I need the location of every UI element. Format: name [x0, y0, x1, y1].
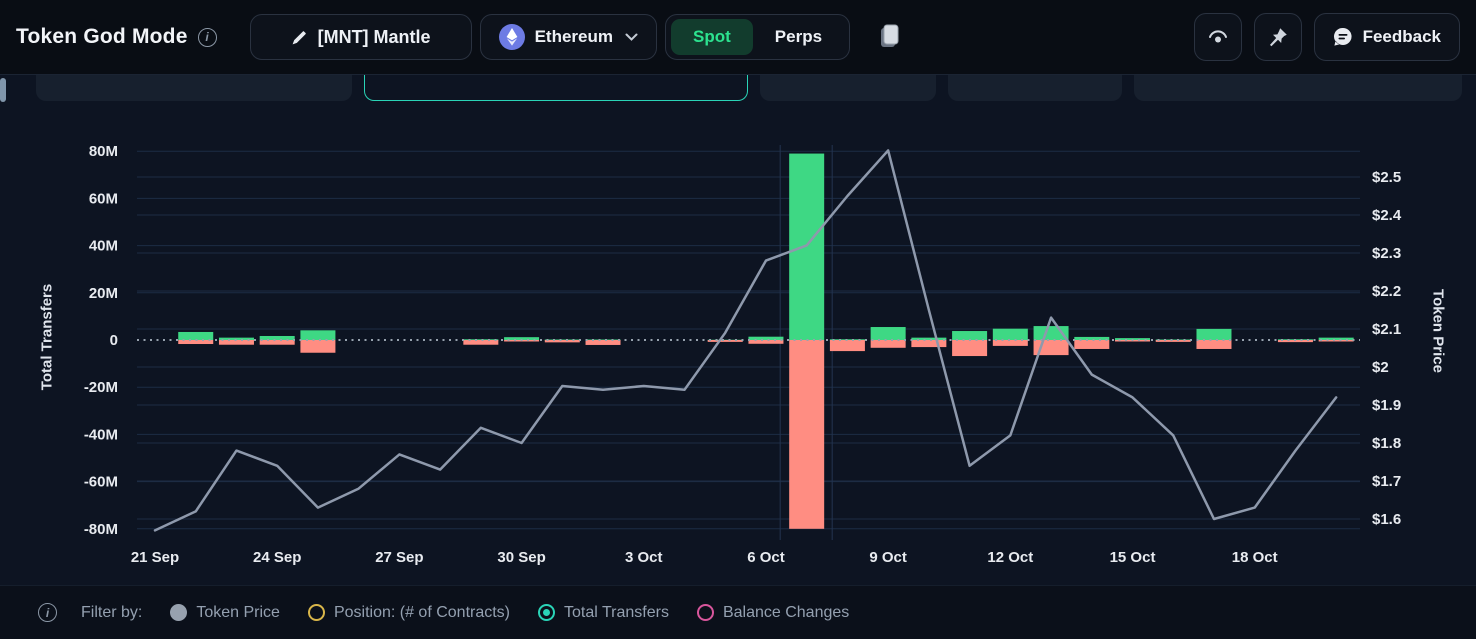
filter-option-token-price[interactable]: Token Price [170, 604, 280, 622]
filter-radio-3 [696, 604, 714, 621]
filter-by-label: Filter by: [81, 603, 143, 621]
market-mode-toggle: Spot Perps [665, 14, 851, 60]
ethereum-icon [498, 24, 525, 50]
filter-radio-1 [307, 604, 325, 621]
left-axis-ticks: 80M 60M 40M 20M 0 -20M -40M -60M -80M [84, 143, 118, 538]
filter-option-label: Total Transfers [564, 603, 669, 621]
svg-text:-40M: -40M [84, 426, 118, 443]
filter-option-total-transfers[interactable]: Total Transfers [538, 604, 669, 622]
filter-info-icon[interactable]: i [38, 603, 57, 622]
svg-text:$1.9: $1.9 [1372, 397, 1401, 414]
scrollbar-fragment[interactable] [0, 78, 6, 102]
tab-perps[interactable]: Perps [774, 27, 823, 46]
radio-selected-dot [543, 609, 551, 616]
left-axis-title: Total Transfers [38, 283, 56, 391]
bars-layer [178, 153, 1354, 529]
chart-panel: Total Transfers Token Price 80M 60M 40M 20M… [0, 75, 1476, 585]
svg-text:20M: 20M [89, 285, 118, 302]
svg-text:40M: 40M [89, 238, 118, 255]
filter-option-label: Token Price [196, 603, 280, 621]
svg-text:-60M: -60M [84, 474, 118, 491]
gridlines-layer [137, 150, 1360, 530]
header-actions: Feedback [1193, 13, 1460, 61]
x-axis-ticks: 21 Sep 24 Sep 27 Sep 30 Sep 3 Oct 6 Oct 9 Oct 1… [131, 549, 1278, 566]
top-header: Token God Mode i [MNT] Mantle Ethereum S… [0, 0, 1476, 75]
chart-tab-stub-active[interactable] [364, 75, 748, 101]
eye-icon [1207, 29, 1229, 45]
chart-tab-stub-3[interactable] [760, 75, 936, 101]
svg-text:0: 0 [110, 332, 118, 349]
tab-spot[interactable]: Spot [671, 19, 753, 55]
filter-bar: i Filter by: Token Price Position: (# of… [0, 585, 1476, 639]
token-select-label: [MNT] Mantle [317, 26, 431, 47]
svg-text:$2.5: $2.5 [1372, 169, 1401, 186]
svg-text:18 Oct: 18 Oct [1232, 549, 1278, 566]
filter-option-label: Position: (# of Contracts) [333, 603, 511, 621]
pushpin-icon [1268, 27, 1288, 47]
pencil-icon [291, 29, 308, 46]
svg-text:$1.8: $1.8 [1372, 435, 1401, 452]
svg-text:3 Oct: 3 Oct [625, 549, 663, 566]
svg-text:80M: 80M [89, 143, 118, 160]
svg-text:24 Sep: 24 Sep [253, 549, 301, 566]
copy-icon[interactable] [875, 20, 905, 54]
chain-select-dropdown[interactable]: Ethereum [479, 14, 657, 60]
filter-radio-2 [538, 604, 556, 621]
chart-tab-stub-4[interactable] [948, 75, 1122, 101]
svg-text:30 Sep: 30 Sep [497, 549, 545, 566]
svg-text:$2: $2 [1372, 359, 1389, 376]
svg-text:15 Oct: 15 Oct [1110, 549, 1156, 566]
svg-text:-20M: -20M [84, 379, 118, 396]
svg-text:27 Sep: 27 Sep [375, 549, 423, 566]
svg-text:$1.6: $1.6 [1372, 511, 1401, 528]
watch-button[interactable] [1193, 13, 1242, 61]
page-title: Token God Mode [16, 25, 188, 48]
svg-text:12 Oct: 12 Oct [987, 549, 1033, 566]
svg-text:$1.7: $1.7 [1372, 473, 1401, 490]
right-axis-ticks: $2.5 $2.4 $2.3 $2.2 $2.1 $2 $1.9 $1.8 $1.7 $1.6 [1372, 169, 1402, 528]
chart-tab-stub-5[interactable] [1134, 75, 1462, 101]
transfers-price-chart: 80M60M40M20M0-20M-40M-60M-80M$2.5$2.4$2.… [84, 143, 1402, 566]
feedback-label: Feedback [1362, 27, 1441, 46]
svg-text:21 Sep: 21 Sep [131, 549, 179, 566]
svg-text:$2.4: $2.4 [1372, 207, 1402, 224]
svg-text:-80M: -80M [84, 521, 118, 538]
filter-option-balance-changes[interactable]: Balance Changes [696, 603, 850, 622]
svg-text:$2.3: $2.3 [1372, 245, 1401, 262]
pin-button[interactable] [1253, 13, 1302, 61]
svg-text:60M: 60M [89, 190, 118, 207]
svg-text:$2.2: $2.2 [1372, 283, 1401, 300]
title-info-icon[interactable]: i [197, 27, 217, 47]
filter-option-position[interactable]: Position: (# of Contracts) [307, 603, 511, 622]
svg-text:9 Oct: 9 Oct [869, 549, 907, 566]
svg-text:6 Oct: 6 Oct [747, 549, 785, 566]
token-select-button[interactable]: [MNT] Mantle [249, 14, 472, 60]
price-line [153, 149, 1338, 532]
feedback-button[interactable]: Feedback [1313, 13, 1460, 61]
svg-text:$2.1: $2.1 [1372, 321, 1401, 338]
chart-tab-stub-1[interactable] [36, 75, 352, 101]
filter-radio-0 [170, 604, 188, 621]
chevron-down-icon [625, 33, 638, 41]
filter-option-label: Balance Changes [722, 603, 850, 621]
right-axis-title: Token Price [1429, 289, 1447, 373]
speech-bubble-icon [1333, 27, 1353, 47]
chain-select-label: Ethereum [534, 27, 613, 46]
